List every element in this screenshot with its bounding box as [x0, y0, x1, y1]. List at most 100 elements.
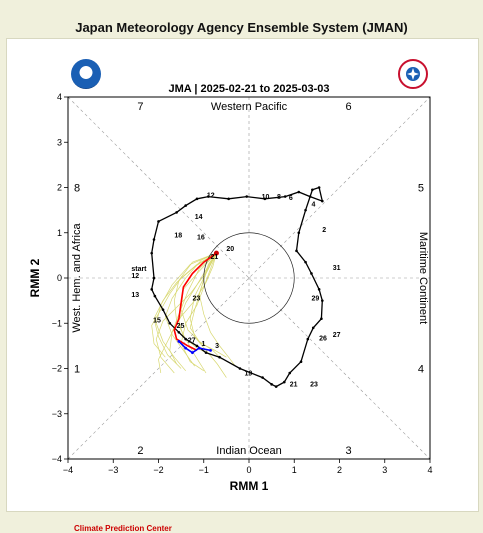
observed-point — [150, 288, 154, 291]
region-label-left: West. Hem. and Africa — [71, 223, 83, 333]
region-label-top: Western Pacific — [211, 101, 288, 113]
region-label-bottom: Indian Ocean — [216, 445, 281, 457]
ensemble-member-line — [180, 252, 217, 372]
mean-day-label: 23 — [192, 296, 200, 303]
y-tick-label: 2 — [57, 183, 62, 193]
ensemble-member-line — [169, 253, 217, 365]
week2-point — [197, 346, 201, 350]
forecast-start-dot — [213, 250, 219, 256]
observed-point — [321, 299, 324, 302]
day-label: 19 — [244, 370, 252, 377]
observed-point — [306, 337, 310, 341]
page-title: Japan Meteorology Agency Ensemble System… — [75, 20, 408, 35]
nws-emblem-icon — [406, 67, 420, 81]
day-label: 29 — [311, 296, 319, 303]
y-tick-label: 3 — [57, 137, 62, 147]
day-label: 4 — [311, 202, 315, 209]
observed-point — [311, 326, 315, 330]
week2-point — [191, 351, 194, 355]
day-label: 16 — [197, 235, 205, 242]
observed-point — [245, 195, 249, 198]
mean-day-label: 25 — [177, 323, 185, 330]
x-tick-label: −3 — [108, 465, 118, 475]
phase-label: 1 — [74, 364, 80, 376]
observed-point — [175, 211, 178, 214]
observed-point — [261, 376, 264, 379]
x-tick-label: 2 — [337, 465, 342, 475]
observed-point — [150, 251, 154, 255]
mean-day-label: 27 — [188, 337, 196, 344]
x-tick-label: 3 — [382, 465, 387, 475]
day-label: 12 — [207, 192, 215, 199]
observed-point — [195, 197, 199, 201]
day-label: 21 — [290, 382, 298, 389]
observed-point — [161, 308, 165, 311]
observed-point — [218, 355, 221, 359]
x-tick-label: −2 — [153, 465, 163, 475]
ensemble-mean-path — [173, 252, 217, 352]
nws-logo — [398, 59, 428, 89]
phase-label: 2 — [137, 445, 143, 457]
observed-point — [184, 337, 187, 341]
observed-point — [184, 204, 187, 207]
day-label: 31 — [333, 265, 341, 272]
observed-point — [274, 385, 278, 388]
diagonal-line — [67, 96, 431, 460]
ensemble-member-line — [155, 252, 217, 372]
phase-label: 8 — [74, 183, 80, 195]
observed-point — [263, 197, 267, 201]
y-tick-label: 1 — [57, 228, 62, 238]
chart-text: −4−4−3−3−2−2−1−10011223344start121315192… — [28, 83, 433, 493]
observed-point — [204, 351, 208, 354]
day-label: 18 — [174, 232, 182, 239]
ensemble-member-line — [155, 252, 217, 374]
observed-point — [206, 195, 210, 198]
week2-point — [209, 349, 212, 352]
footer-credit: Climate Prediction Center — [74, 524, 172, 533]
observed-point — [308, 195, 312, 198]
x-axis-label: RMM 1 — [230, 479, 269, 493]
observed-point — [195, 344, 199, 348]
y-axis-label: RMM 2 — [28, 258, 42, 297]
observed-point — [283, 195, 287, 198]
observed-point — [238, 367, 242, 370]
region-label-right: Maritime Continent — [417, 232, 429, 324]
ensemble-member-line — [151, 252, 217, 358]
y-tick-label: 0 — [57, 273, 62, 283]
y-tick-label: −2 — [52, 364, 62, 374]
observed-point — [310, 272, 313, 275]
x-tick-label: −4 — [63, 465, 73, 475]
chart-panel: −4 −4 −3 −3 −2 −2 −1 −1 0 0 1 1 2 2 3 3 4 4 start 12 13 15 19 2… — [6, 38, 479, 533]
y-tick-label: −3 — [52, 409, 62, 419]
x-tick-label: 0 — [246, 465, 251, 475]
phase-label: 4 — [418, 364, 424, 376]
unit-circle — [203, 232, 295, 324]
noaa-logo — [71, 59, 101, 89]
observed-point — [311, 188, 314, 192]
y-tick-label: −1 — [52, 318, 62, 328]
rmm-phase-diagram: −4−4−3−3−2−2−1−10011223344start121315192… — [28, 83, 433, 493]
week2-point — [177, 339, 181, 343]
mean-day-label: 1 — [201, 341, 205, 348]
plot-frame — [64, 96, 431, 463]
observed-point — [317, 288, 321, 291]
day-label: 2 — [322, 227, 326, 234]
x-tick-label: 1 — [292, 465, 297, 475]
day-label: 27 — [333, 332, 341, 339]
ensemble-member-line — [180, 252, 227, 358]
observed-point — [297, 190, 301, 194]
x-tick-label: 4 — [427, 465, 432, 475]
y-tick-label: −4 — [52, 454, 62, 464]
observed-point — [297, 231, 301, 235]
day-label: 15 — [153, 317, 161, 324]
week2-point — [184, 346, 188, 350]
day-label: start — [131, 266, 147, 273]
day-label: 6 — [289, 195, 293, 202]
ensemble-member-line — [178, 252, 217, 356]
phase-label: 5 — [418, 183, 424, 195]
trajectories — [150, 186, 324, 388]
observed-point — [152, 238, 156, 241]
day-label: 8 — [277, 194, 281, 201]
chart-title: JMA | 2025-02-21 to 2025-03-03 — [168, 83, 329, 95]
day-label: 14 — [195, 214, 203, 221]
